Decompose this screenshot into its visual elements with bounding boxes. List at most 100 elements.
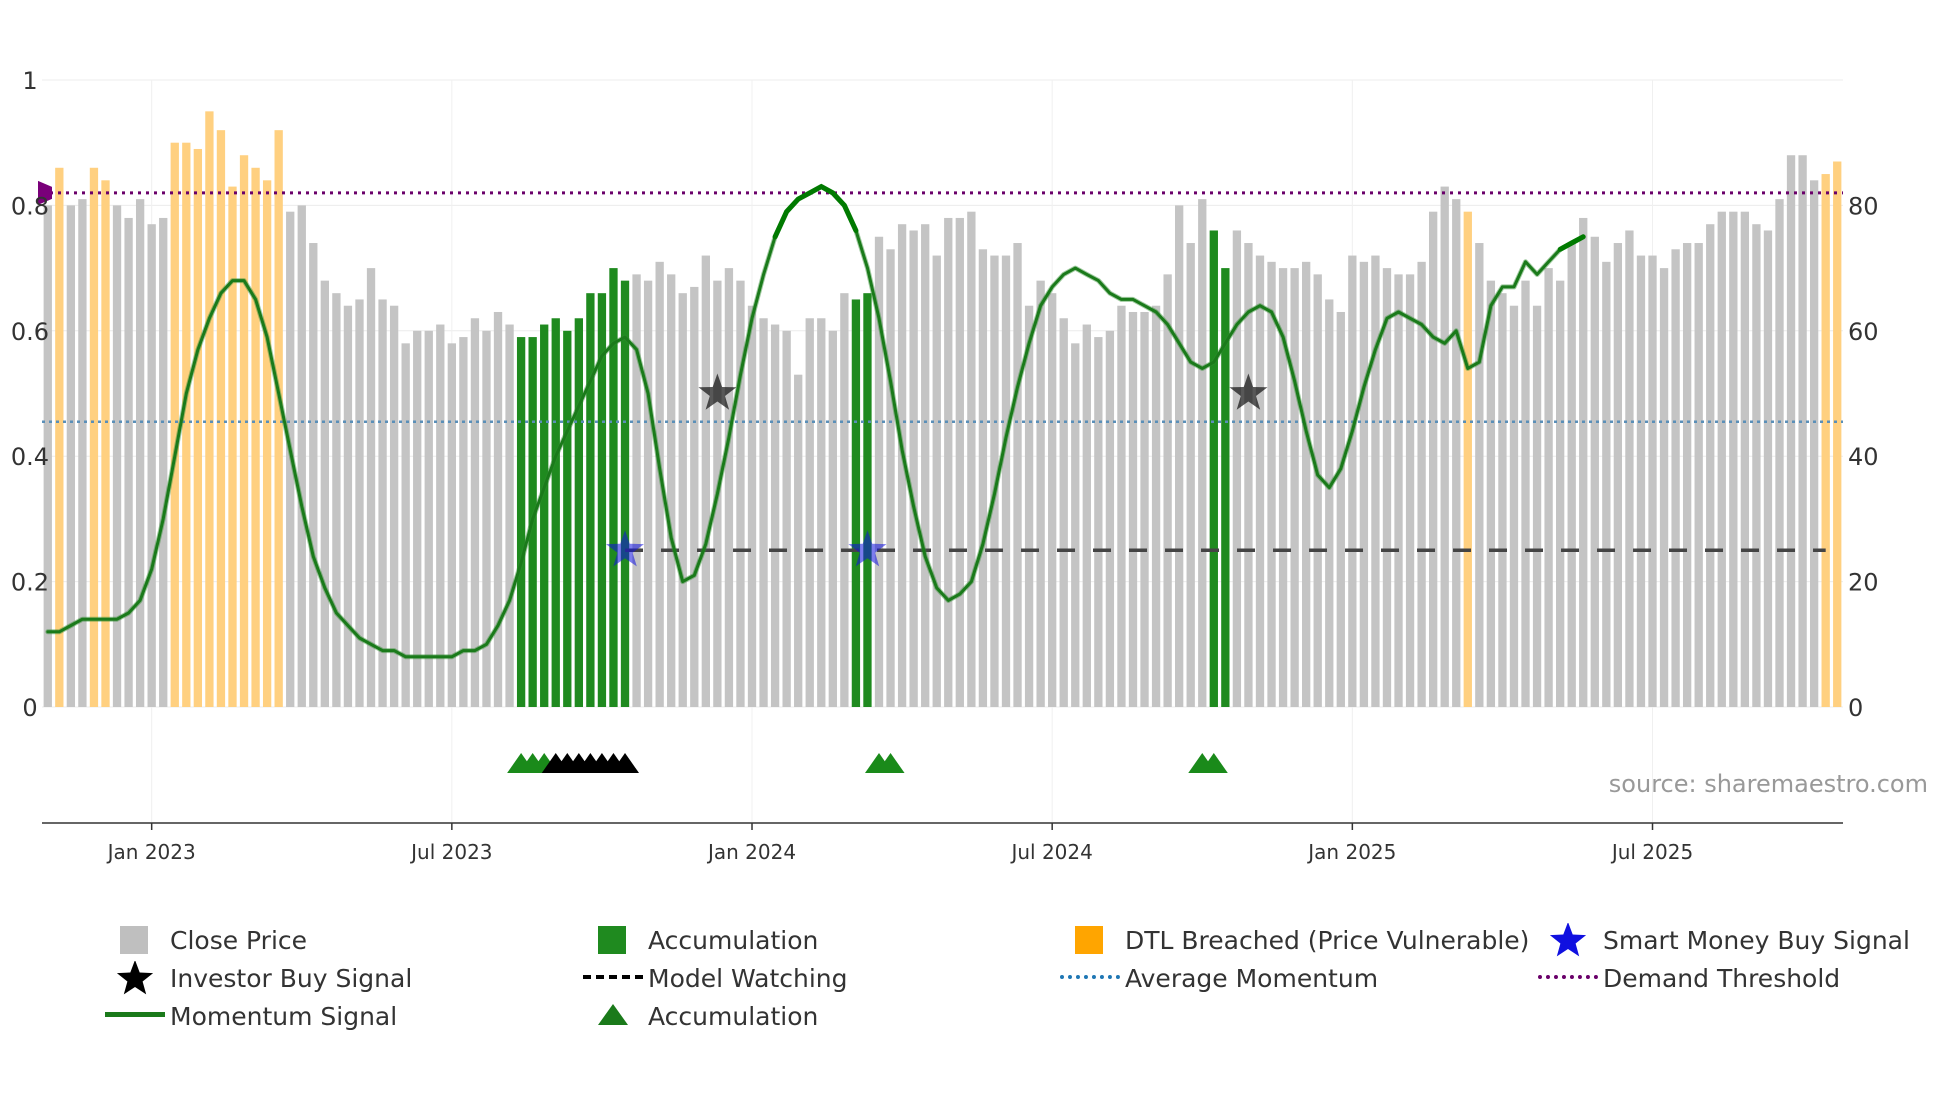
reference-lines — [38, 180, 1843, 552]
price-bar — [1429, 211, 1438, 708]
price-bar — [1555, 280, 1565, 707]
price-bar — [1809, 180, 1819, 707]
demand-threshold-marker — [38, 180, 52, 205]
price-bar — [1752, 224, 1761, 707]
price-bar — [216, 130, 226, 707]
legend-label: Average Momentum — [1125, 963, 1379, 993]
price-bar — [1706, 224, 1715, 707]
price-bar — [586, 293, 595, 707]
x-tick-label: Jan 2024 — [706, 840, 796, 864]
x-tick-label: Jul 2024 — [1009, 840, 1092, 864]
left-tick-label: 0.8 — [11, 192, 49, 220]
price-bar — [747, 305, 757, 707]
legend-line-symbol — [100, 999, 170, 1033]
price-bar — [1382, 268, 1392, 707]
price-bar — [690, 286, 699, 707]
price-bar — [1278, 268, 1288, 707]
price-bar — [1625, 230, 1634, 708]
price-bar — [1486, 280, 1496, 707]
price-bar — [1325, 299, 1334, 707]
legend-triangle-symbol — [578, 999, 648, 1033]
price-bar — [1833, 161, 1842, 707]
price-bar — [1290, 268, 1299, 707]
price-bar — [424, 330, 433, 707]
price-bar — [1602, 261, 1611, 707]
price-bar — [1255, 255, 1265, 707]
price-bar — [1544, 268, 1553, 707]
price-bar — [1128, 311, 1138, 707]
price-bar — [1105, 330, 1115, 707]
price-bar — [1475, 243, 1484, 707]
legend-item: Average Momentum — [1055, 961, 1378, 995]
smart-money-buy-star — [606, 530, 644, 567]
price-bar — [1048, 293, 1057, 707]
price-bar — [1175, 205, 1184, 707]
price-bar — [851, 299, 861, 707]
price-bar — [55, 167, 64, 707]
legend-dot-symbol — [1055, 961, 1125, 995]
legend-item: Smart Money Buy Signal — [1533, 923, 1910, 957]
price-bar — [1082, 324, 1091, 707]
price-bar — [1117, 305, 1126, 707]
price-bar — [159, 217, 168, 707]
price-bar — [1636, 255, 1646, 707]
price-bar — [78, 199, 87, 707]
price-bar — [932, 255, 941, 707]
price-bar — [597, 293, 607, 707]
price-bar — [205, 111, 214, 708]
price-bar — [944, 217, 953, 707]
price-bar — [66, 205, 76, 707]
x-tick-label: Jul 2023 — [409, 840, 492, 864]
price-bar — [436, 324, 445, 707]
right-tick-label: 60 — [1848, 318, 1879, 346]
price-bar — [1036, 280, 1045, 707]
price-bar — [274, 130, 283, 707]
momentum-strong-segment — [772, 183, 859, 240]
price-bar — [1740, 211, 1750, 708]
price-bar — [389, 305, 399, 707]
grid-lines — [42, 79, 1843, 822]
price-bar — [1694, 243, 1703, 707]
price-bar — [1579, 217, 1588, 707]
price-bar — [1463, 211, 1472, 708]
price-bar — [874, 236, 884, 707]
price-bar — [1140, 311, 1149, 707]
price-bar — [1798, 155, 1807, 708]
price-bar — [228, 186, 237, 708]
price-bar — [1371, 255, 1380, 707]
price-bar — [1071, 343, 1080, 707]
left-tick-label: 1 — [22, 67, 37, 95]
legend-item: Momentum Signal — [100, 999, 397, 1033]
price-bar — [147, 224, 156, 707]
price-bar — [447, 343, 456, 707]
price-bar — [1186, 243, 1195, 707]
left-tick-label: 0 — [22, 694, 37, 722]
price-bar — [332, 293, 341, 707]
price-bar — [1001, 255, 1011, 707]
source-label: source: sharemaestro.com — [1609, 770, 1928, 798]
legend-label: Accumulation — [648, 1001, 819, 1031]
price-bar — [1671, 249, 1680, 708]
price-bar — [1013, 243, 1022, 707]
price-bar — [1567, 243, 1576, 707]
price-bar — [1682, 243, 1692, 707]
accumulation-triangle — [876, 753, 905, 773]
price-bar — [990, 255, 999, 707]
legend-item: Investor Buy Signal — [100, 961, 412, 995]
price-bar — [817, 318, 826, 707]
smart-money-buy-star — [848, 530, 887, 567]
legend-label: Model Watching — [648, 963, 848, 993]
price-bar — [794, 374, 803, 707]
price-bar — [262, 180, 272, 707]
price-bar — [1498, 293, 1507, 707]
price-bar — [1659, 268, 1669, 707]
price-bar — [1613, 243, 1623, 707]
price-bar — [459, 337, 468, 707]
legend-square-symbol — [1055, 923, 1125, 957]
price-bar — [551, 318, 560, 707]
price-bar — [1509, 305, 1519, 707]
left-tick-label: 0.2 — [11, 569, 49, 597]
price-bar — [286, 211, 295, 708]
price-bar — [1359, 261, 1369, 707]
price-bar — [1313, 274, 1322, 707]
